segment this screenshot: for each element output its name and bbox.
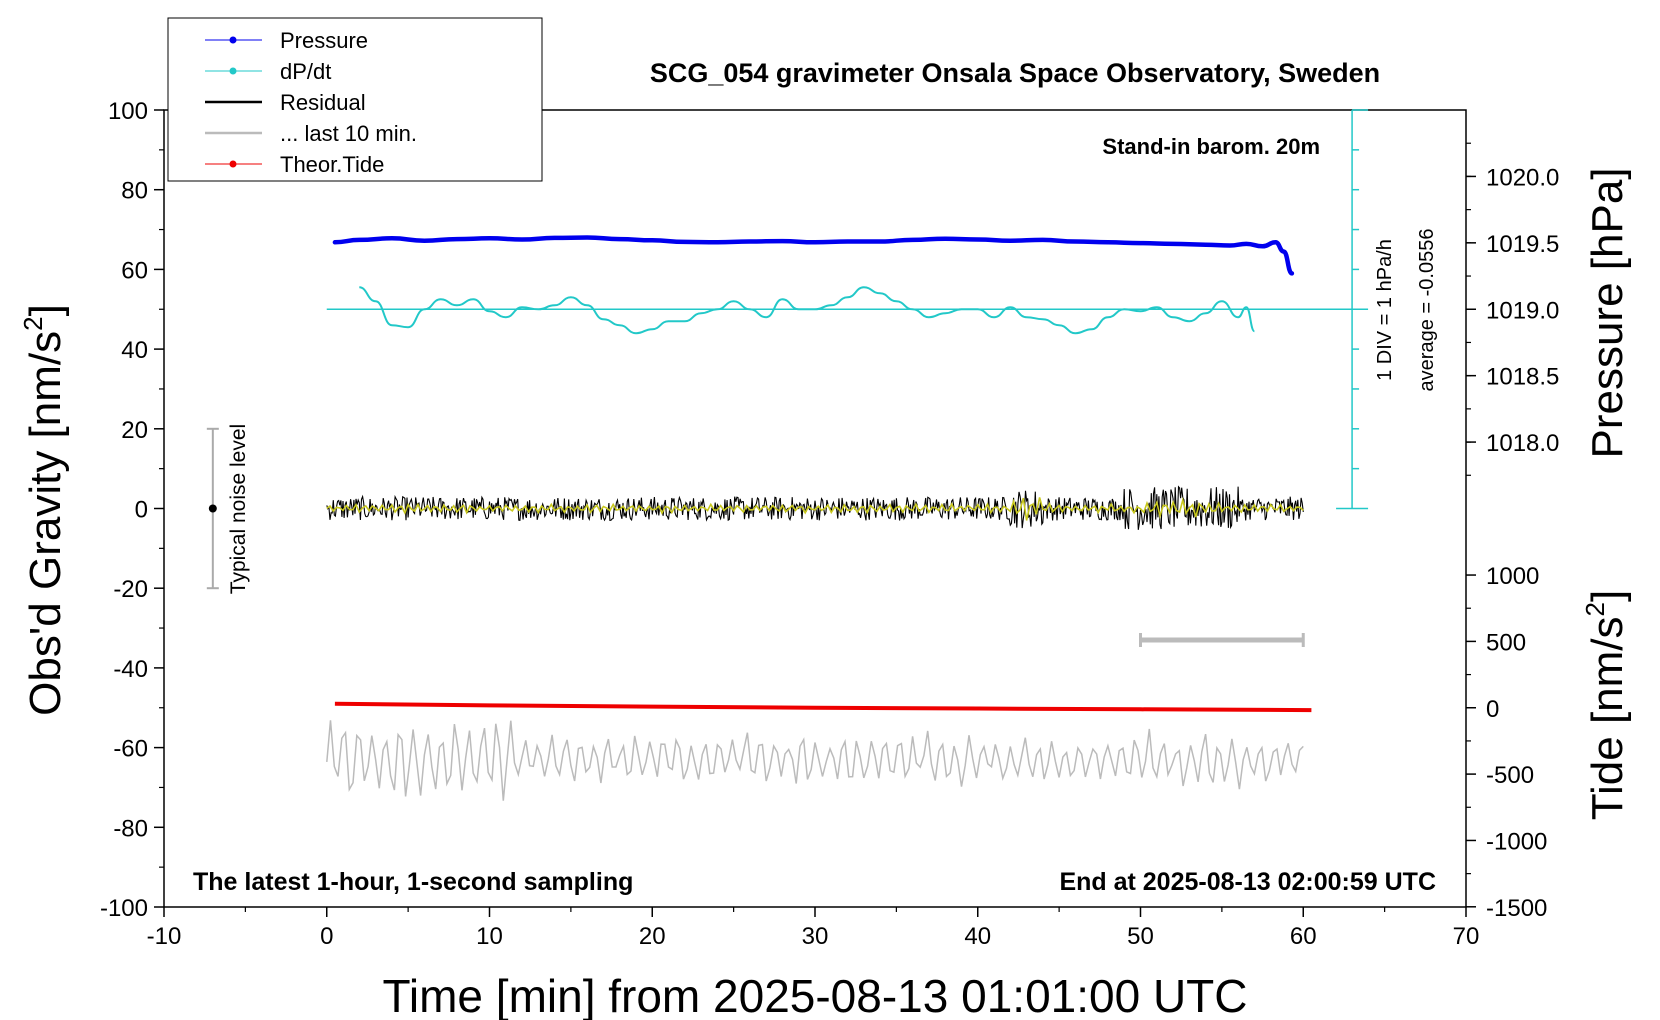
y-label-left-end: ] (21, 304, 70, 316)
legend-dot (229, 36, 237, 44)
y-tick-label: 60 (121, 257, 148, 284)
latest-annotation: The latest 1-hour, 1-second sampling (193, 868, 633, 896)
y-tick-label: -20 (113, 576, 148, 603)
legend-label: ... last 10 min. (280, 121, 417, 146)
tide-tick-label: -1500 (1486, 895, 1547, 922)
x-tick-label: 10 (476, 923, 503, 950)
end-at-annotation: End at 2025-08-13 02:00:59 UTC (1059, 868, 1436, 896)
y-tick-label: 40 (121, 337, 148, 364)
x-tick-label: 30 (802, 923, 829, 950)
y-tick-label: -80 (113, 815, 148, 842)
tide-tick-label: 1000 (1486, 563, 1539, 590)
average-label: average = -0.0556 (1416, 229, 1438, 392)
y-tick-label: 0 (135, 497, 148, 524)
y-tick-label: -40 (113, 656, 148, 683)
x-axis-ticks: -10 0 10 20 30 40 50 60 70 (147, 907, 1480, 950)
tide-tick-label: -500 (1486, 762, 1534, 789)
tide-tick-label: 0 (1486, 696, 1499, 723)
series-dpdt (359, 286, 1256, 335)
noise-bar-center (208, 504, 217, 513)
pressure-tick-label: 1019.0 (1486, 297, 1559, 324)
pressure-tick-label: 1018.5 (1486, 364, 1559, 391)
x-tick-label: 20 (639, 923, 666, 950)
y-axis-label-left: Obs'd Gravity [nm/s2] (18, 304, 70, 716)
barometer-annotation: Stand-in barom. 20m (1102, 134, 1320, 159)
y-tick-label: -60 (113, 736, 148, 763)
legend-label: Pressure (280, 28, 368, 53)
legend-label: Residual (280, 90, 366, 115)
legend-box (167, 17, 543, 182)
chart-title: SCG_054 gravimeter Onsala Space Observat… (650, 58, 1380, 88)
y-label-tide-sup: 2 (1580, 602, 1610, 616)
x-axis-label: Time [min] from 2025-08-13 01:01:00 UTC (383, 970, 1248, 1020)
pressure-tick-label: 1020.0 (1486, 164, 1559, 191)
tide-tick-label: 500 (1486, 629, 1526, 656)
legend: Pressure dP/dt Residual ... last 10 min. The… (167, 17, 543, 182)
tide-axis-ticks: 1000 500 0 -500 -1000 -1500 (1466, 563, 1547, 922)
y-label-left-sup: 2 (18, 316, 48, 330)
y-label-tide-main: Tide [nm/s (1583, 616, 1632, 820)
y-tick-label: 80 (121, 178, 148, 205)
legend-dot (229, 67, 237, 75)
legend-dot (229, 160, 237, 168)
x-tick-label: 60 (1290, 923, 1317, 950)
chart-marks (206, 109, 1369, 801)
pressure-tick-label: 1019.5 (1486, 231, 1559, 258)
x-tick-label: 0 (320, 923, 333, 950)
series-pressure (332, 235, 1295, 276)
tide-tick-label: -1000 (1486, 828, 1547, 855)
series-theor-tide (334, 701, 1312, 713)
pressure-tick-label: 1018.0 (1486, 430, 1559, 457)
y-tick-label: 100 (108, 98, 148, 125)
series-residual-smoothed (326, 496, 1304, 521)
x-tick-label: -10 (147, 923, 182, 950)
y-label-tide-end: ] (1583, 590, 1632, 602)
legend-label: Theor.Tide (280, 152, 384, 177)
y-label-left-main: Obs'd Gravity [nm/s (21, 331, 70, 716)
div-label: 1 DIV = 1 hPa/h (1374, 239, 1396, 381)
noise-level-label: Typical noise level (227, 424, 250, 594)
y-axis-ticks: 100 80 60 40 20 0 -20 -40 -60 -80 -100 (100, 98, 164, 922)
pressure-axis-ticks: 1020.0 1019.5 1019.0 1018.5 1018.0 (1466, 142, 1559, 476)
y-axis-label-tide: Tide [nm/s2] (1580, 590, 1632, 820)
legend-items: Pressure dP/dt Residual ... last 10 min. The… (205, 28, 417, 177)
y-tick-label: 20 (121, 417, 148, 444)
x-tick-label: 70 (1453, 923, 1480, 950)
y-axis-label-pressure: Pressure [hPa] (1583, 167, 1632, 458)
series-last-10-min (326, 720, 1304, 801)
x-tick-label: 50 (1127, 923, 1154, 950)
y-tick-label: -100 (100, 895, 148, 922)
x-tick-label: 40 (964, 923, 991, 950)
legend-label: dP/dt (280, 59, 331, 84)
